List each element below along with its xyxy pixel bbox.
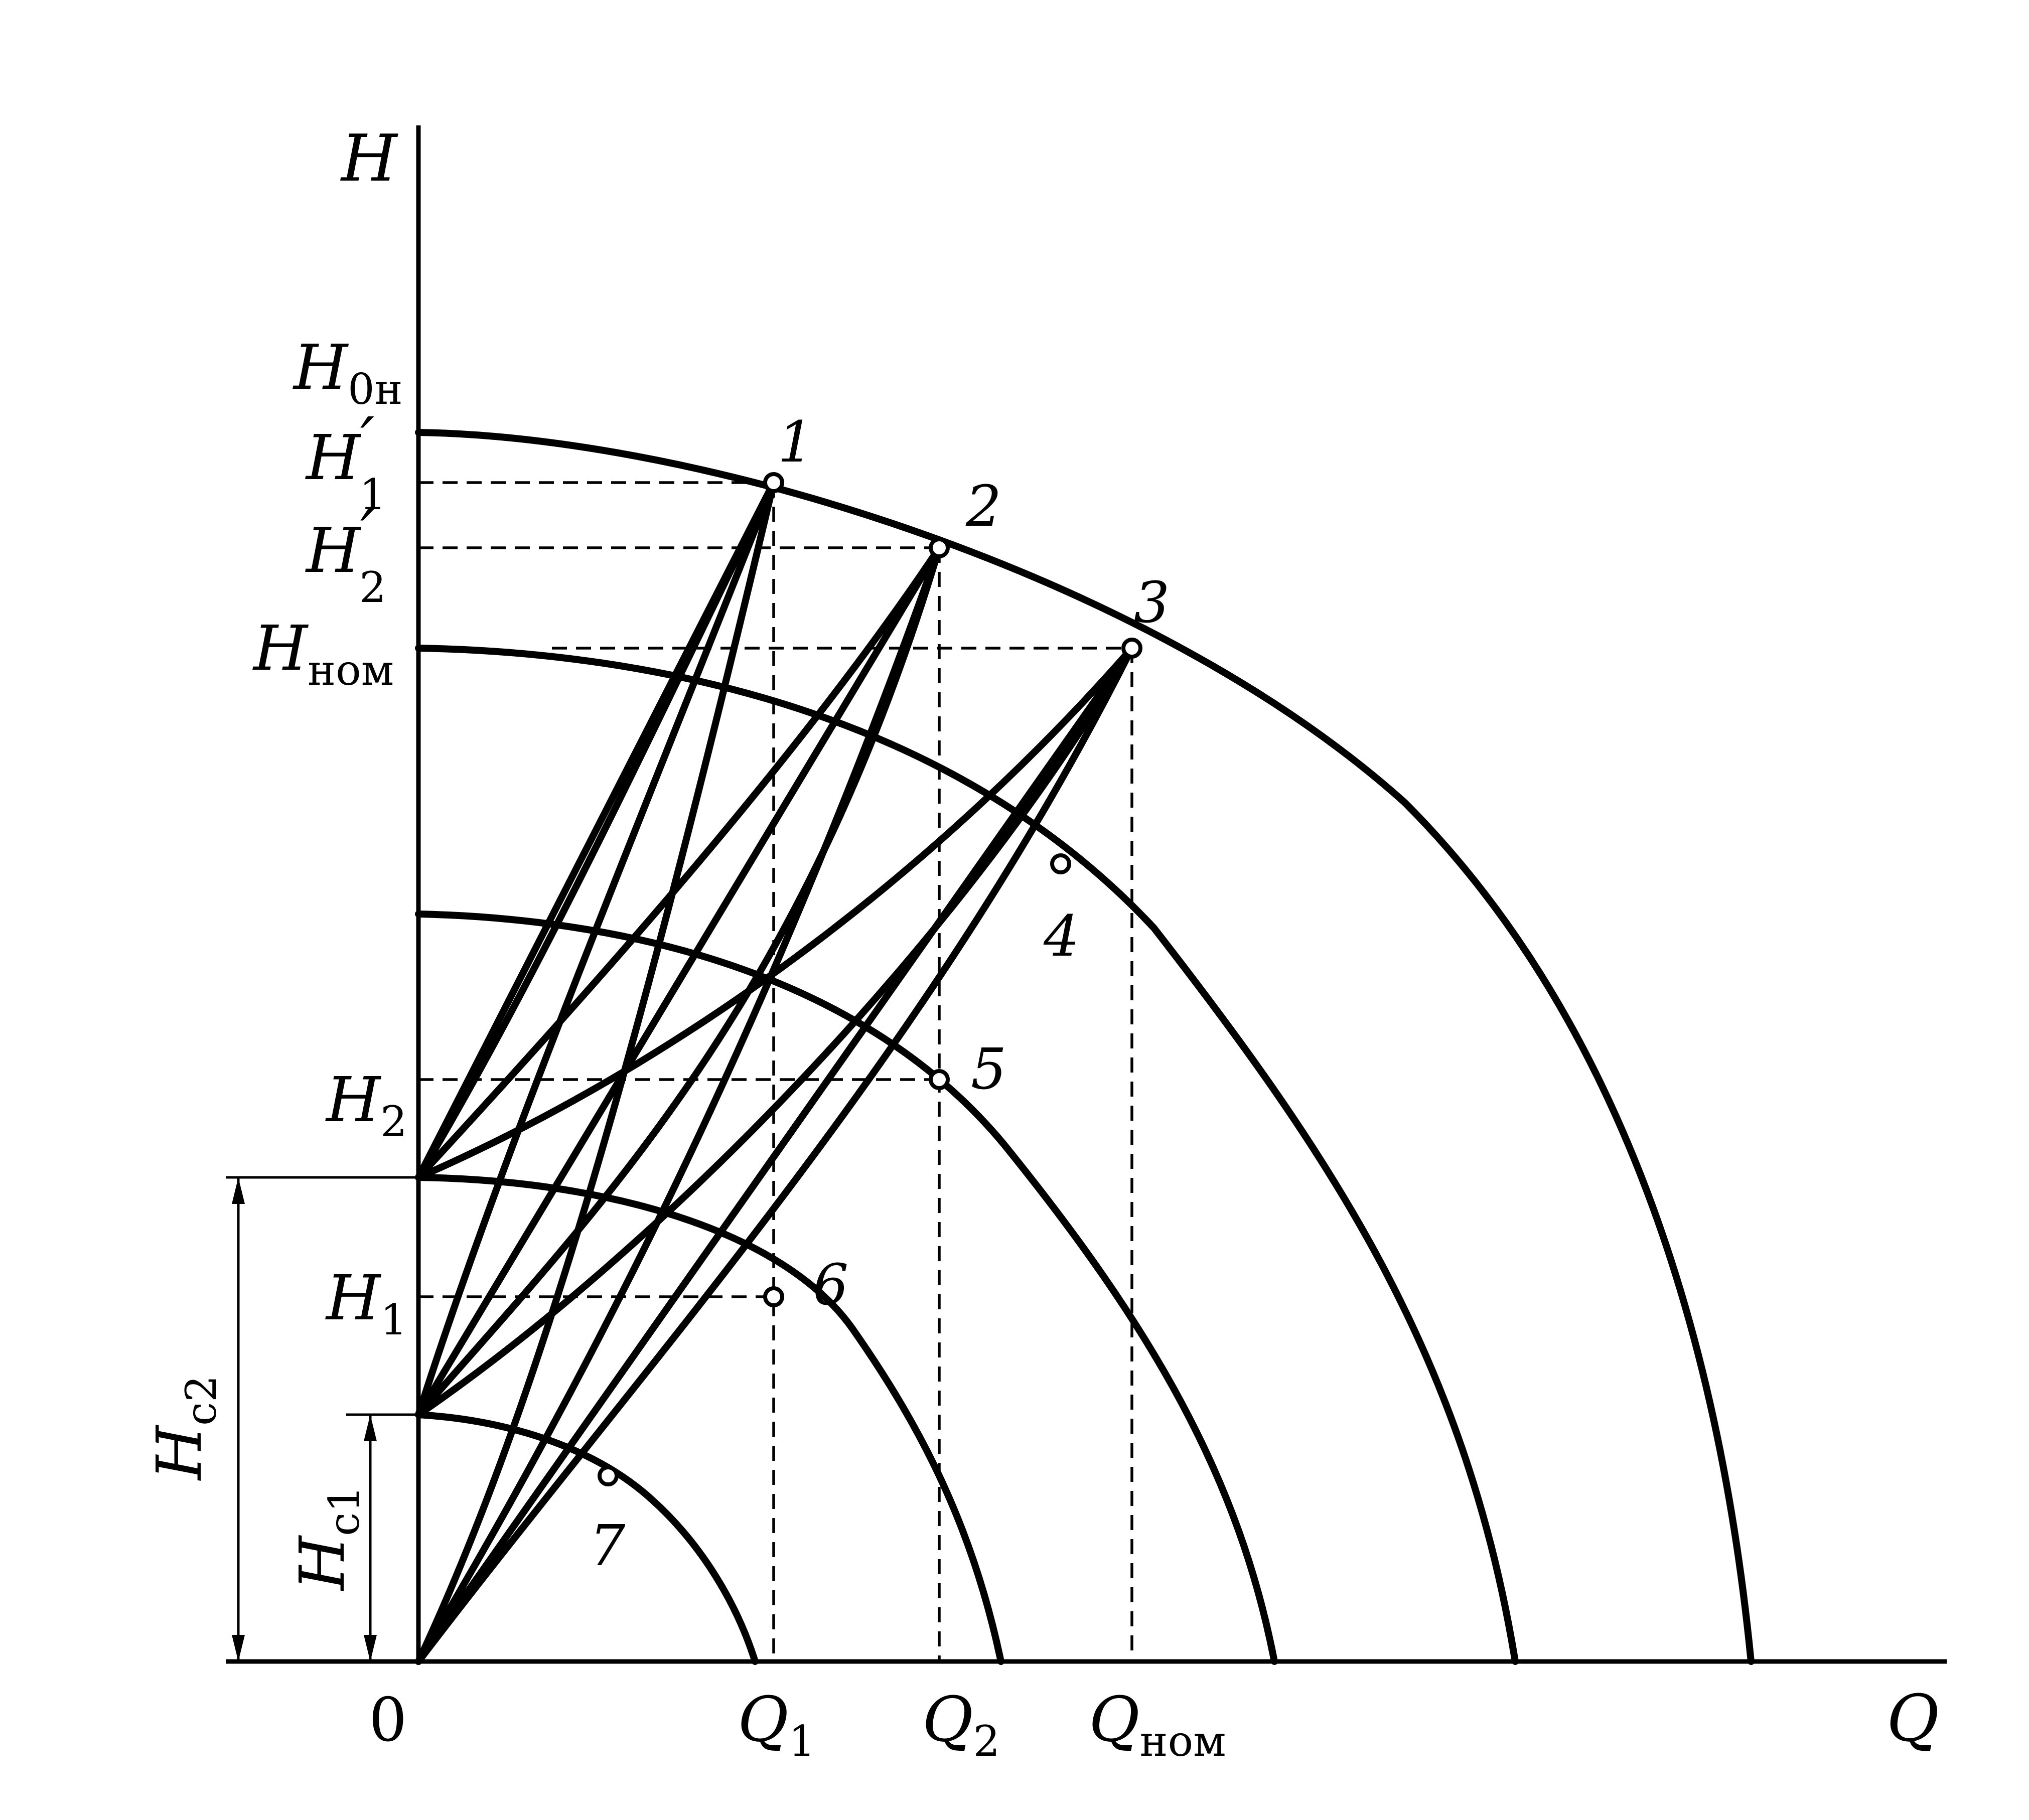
- point-6-label: 6: [813, 1253, 848, 1318]
- q-axis-label: Q: [1887, 1682, 1939, 1756]
- point-1-marker: [763, 472, 784, 493]
- dimension-hc1: [346, 1413, 418, 1661]
- h1-label: H1: [325, 1262, 407, 1344]
- point-2-marker: [929, 537, 950, 558]
- origin-label: 0: [369, 1686, 407, 1755]
- pump-curves: [415, 429, 1755, 1665]
- reference-lines: [418, 481, 1133, 1661]
- hc2-label: Hc2: [143, 1375, 226, 1481]
- point-6-marker: [763, 1286, 784, 1307]
- h1-prime-label: H′ 1: [305, 404, 386, 519]
- h2-label: H2: [325, 1064, 407, 1146]
- point-4-label: 4: [1043, 904, 1079, 969]
- system-curves: [415, 479, 1135, 1665]
- point-3-label: 3: [1134, 570, 1170, 636]
- point-5-marker: [929, 1069, 950, 1090]
- q2-label: Q2: [922, 1684, 1000, 1766]
- point-4-marker: [1050, 853, 1071, 874]
- point-1-label: 1: [778, 410, 813, 475]
- qnom-label: Qном: [1089, 1684, 1226, 1766]
- q1-label: Q1: [738, 1684, 815, 1766]
- dimension-hc2: [226, 1176, 418, 1661]
- hc1-label: Hc1: [286, 1485, 369, 1591]
- point-3-marker: [1121, 638, 1142, 659]
- point-7-marker: [598, 1465, 619, 1486]
- point-7-label: 7: [590, 1513, 626, 1579]
- h0n-label: H0н: [293, 332, 403, 414]
- h2-prime-label: H′ 2: [305, 497, 386, 612]
- operating-points: [598, 472, 1142, 1486]
- point-5-label: 5: [971, 1037, 1006, 1102]
- h-axis-label: H: [340, 121, 398, 196]
- point-2-label: 2: [965, 474, 1001, 539]
- hnom-label: Hном: [252, 613, 394, 695]
